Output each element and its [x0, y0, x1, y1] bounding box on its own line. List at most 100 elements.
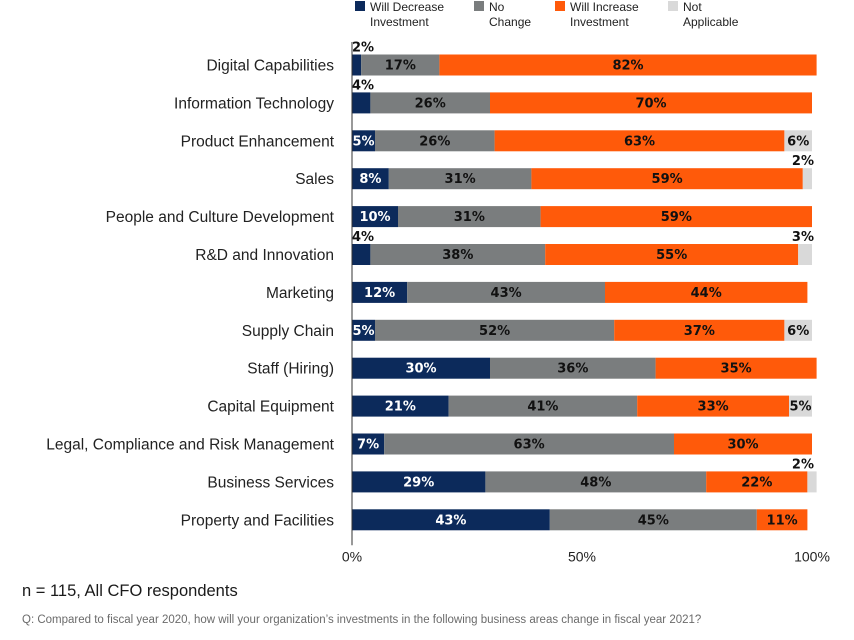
data-label-decrease: 5%: [352, 324, 374, 339]
legend-label-not_applicable: Applicable: [683, 15, 739, 29]
bar-segment-decrease: [352, 130, 375, 152]
bar-segment-increase: [605, 281, 808, 303]
bar-segment-no_change: [407, 281, 605, 303]
bar-segment-increase: [756, 509, 808, 531]
bar-segment-decrease: [352, 92, 371, 114]
bar-segment-not_applicable: [784, 319, 812, 341]
category-label: Business Services: [207, 474, 334, 491]
data-label-increase: 70%: [635, 96, 666, 111]
bar-segment-no_change: [448, 395, 638, 417]
bar-segment-not_applicable: [798, 244, 812, 265]
bar-segment-increase: [614, 319, 785, 341]
bar-segment-increase: [490, 92, 812, 114]
legend-label-increase: Will Increase: [570, 0, 639, 14]
bar-segment-decrease: [352, 244, 371, 265]
category-label: Legal, Compliance and Risk Management: [46, 437, 334, 454]
bar-segment-decrease: [352, 471, 486, 493]
bar-segment-increase: [439, 54, 817, 76]
data-label-increase: 37%: [684, 324, 715, 339]
bar-segment-no_change: [375, 130, 495, 152]
legend-swatch-increase: [555, 1, 565, 11]
bar-segment-decrease: [352, 54, 362, 76]
data-label-no_change: 26%: [419, 134, 450, 149]
data-label-not_applicable: 6%: [787, 134, 809, 149]
bar-segment-increase: [540, 206, 812, 228]
legend-swatch-decrease: [355, 1, 365, 11]
bar-segment-increase: [531, 168, 803, 190]
bar-segment-not_applicable: [807, 471, 817, 493]
data-label-no_change: 52%: [479, 324, 510, 339]
legend-label-not_applicable: Not: [683, 0, 702, 14]
bar-segment-decrease: [352, 357, 490, 379]
bar-segment-no_change: [490, 357, 656, 379]
bar-segment-increase: [706, 471, 808, 493]
data-label-decrease: 7%: [357, 438, 379, 453]
category-label: People and Culture Development: [106, 209, 335, 226]
data-label-not_applicable: 3%: [792, 230, 814, 245]
data-label-decrease: 5%: [352, 134, 374, 149]
bar-segment-no_change: [370, 92, 490, 114]
x-tick-label: 50%: [568, 548, 596, 564]
data-label-increase: 44%: [691, 286, 722, 301]
data-label-not_applicable: 5%: [789, 400, 811, 415]
x-tick-label: 100%: [794, 548, 830, 564]
bar-segment-not_applicable: [802, 168, 812, 190]
category-label: Staff (Hiring): [247, 361, 334, 378]
bar-segment-decrease: [352, 319, 375, 341]
data-label-increase: 11%: [767, 513, 798, 528]
bar-segment-no_change: [398, 206, 541, 228]
bar-segment-no_change: [388, 168, 532, 190]
bar-segment-decrease: [352, 509, 550, 531]
bar-segment-decrease: [352, 281, 408, 303]
category-label: Product Enhancement: [181, 133, 335, 150]
bar-segment-no_change: [370, 244, 546, 265]
data-label-increase: 30%: [727, 438, 758, 453]
bar-segment-not_applicable: [784, 130, 812, 152]
legend-label-increase: Investment: [570, 15, 629, 29]
x-tick-label: 0%: [342, 548, 362, 564]
data-label-decrease: 21%: [385, 400, 416, 415]
data-label-decrease: 4%: [352, 230, 374, 245]
data-label-no_change: 17%: [385, 59, 416, 74]
category-label: R&D and Innovation: [195, 247, 334, 264]
sample-size-note: n = 115, All CFO respondents: [22, 582, 238, 600]
data-label-not_applicable: 2%: [792, 457, 814, 472]
data-label-no_change: 43%: [491, 286, 522, 301]
legend-label-no_change: No: [489, 0, 505, 14]
data-label-increase: 59%: [652, 172, 683, 187]
data-label-decrease: 43%: [435, 513, 466, 528]
data-label-decrease: 12%: [364, 286, 395, 301]
category-label: Sales: [295, 171, 334, 188]
legend-label-no_change: Change: [489, 15, 531, 29]
data-label-increase: 82%: [612, 59, 643, 74]
data-label-not_applicable: 6%: [787, 324, 809, 339]
bar-segment-no_change: [485, 471, 707, 493]
data-label-increase: 59%: [661, 210, 692, 225]
data-label-no_change: 41%: [527, 400, 558, 415]
data-label-increase: 63%: [624, 134, 655, 149]
bar-segment-increase: [655, 357, 817, 379]
category-label: Capital Equipment: [207, 399, 334, 416]
bar-segment-increase: [674, 433, 812, 455]
bar-segment-increase: [545, 244, 799, 265]
data-label-no_change: 31%: [445, 172, 476, 187]
bar-segment-decrease: [352, 168, 389, 190]
survey-question-note: Q: Compared to fiscal year 2020, how wil…: [22, 614, 702, 626]
data-label-decrease: 4%: [352, 78, 374, 93]
category-label: Information Technology: [174, 95, 334, 112]
data-label-decrease: 10%: [359, 210, 390, 225]
data-label-no_change: 26%: [415, 96, 446, 111]
bar-segment-increase: [637, 395, 789, 417]
bar-segment-decrease: [352, 395, 449, 417]
data-label-no_change: 36%: [557, 362, 588, 377]
legend-label-decrease: Investment: [370, 15, 429, 29]
data-label-increase: 33%: [698, 400, 729, 415]
bar-segment-no_change: [384, 433, 674, 455]
bar-segment-decrease: [352, 206, 398, 228]
bar-segment-decrease: [352, 433, 385, 455]
data-label-no_change: 31%: [454, 210, 485, 225]
category-label: Property and Facilities: [181, 512, 335, 529]
data-label-increase: 22%: [741, 475, 772, 490]
legend-swatch-not_applicable: [668, 1, 678, 11]
